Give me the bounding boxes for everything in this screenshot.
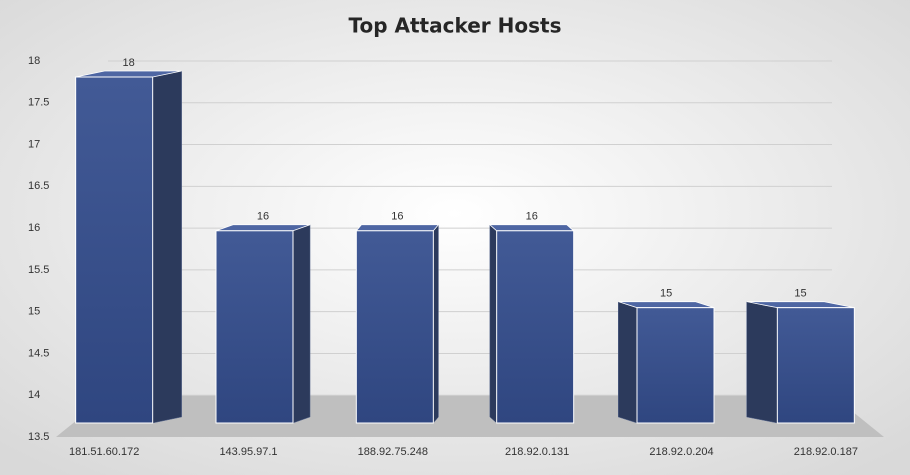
y-tick-label: 13.5: [28, 431, 49, 443]
bar-side: [433, 224, 439, 424]
bar: [75, 76, 154, 424]
value-label: 16: [391, 211, 403, 223]
bar-top: [355, 224, 440, 232]
bar-top: [488, 224, 575, 232]
bar: [215, 230, 294, 424]
x-tick-label: 218.92.0.131: [505, 446, 569, 458]
bar: [496, 230, 575, 424]
bar-side: [152, 70, 182, 424]
y-tick-label: 15.5: [28, 264, 49, 276]
bar-side: [489, 224, 497, 424]
x-tick-label: 143.95.97.1: [219, 446, 277, 458]
y-tick-label: 14.5: [28, 347, 49, 359]
x-tick-label: 181.51.60.172: [69, 446, 139, 458]
y-tick-label: 16: [28, 222, 40, 234]
bar-top: [215, 224, 311, 232]
bar-side: [292, 224, 311, 424]
y-tick-label: 15: [28, 306, 40, 318]
bar: [636, 307, 715, 424]
y-tick-label: 18: [28, 55, 40, 67]
x-tick-label: 218.92.0.187: [794, 446, 858, 458]
bars: 18 16 16 16 15 15: [75, 57, 855, 424]
value-label: 16: [257, 211, 269, 223]
bar: [776, 307, 855, 424]
chart-title: Top Attacker Hosts: [349, 14, 562, 38]
y-tick-label: 14: [28, 389, 40, 401]
bar-side: [618, 301, 638, 424]
bar-side: [746, 301, 778, 424]
value-label: 15: [660, 288, 672, 300]
value-label: 16: [526, 211, 538, 223]
y-tick-label: 17.5: [28, 97, 49, 109]
value-label: 15: [794, 288, 806, 300]
x-tick-label: 218.92.0.204: [649, 446, 713, 458]
y-tick-label: 16.5: [28, 180, 49, 192]
x-tick-label: 188.92.75.248: [358, 446, 428, 458]
bar: [355, 230, 434, 424]
value-label: 18: [123, 57, 135, 69]
y-tick-label: 17: [28, 138, 40, 150]
